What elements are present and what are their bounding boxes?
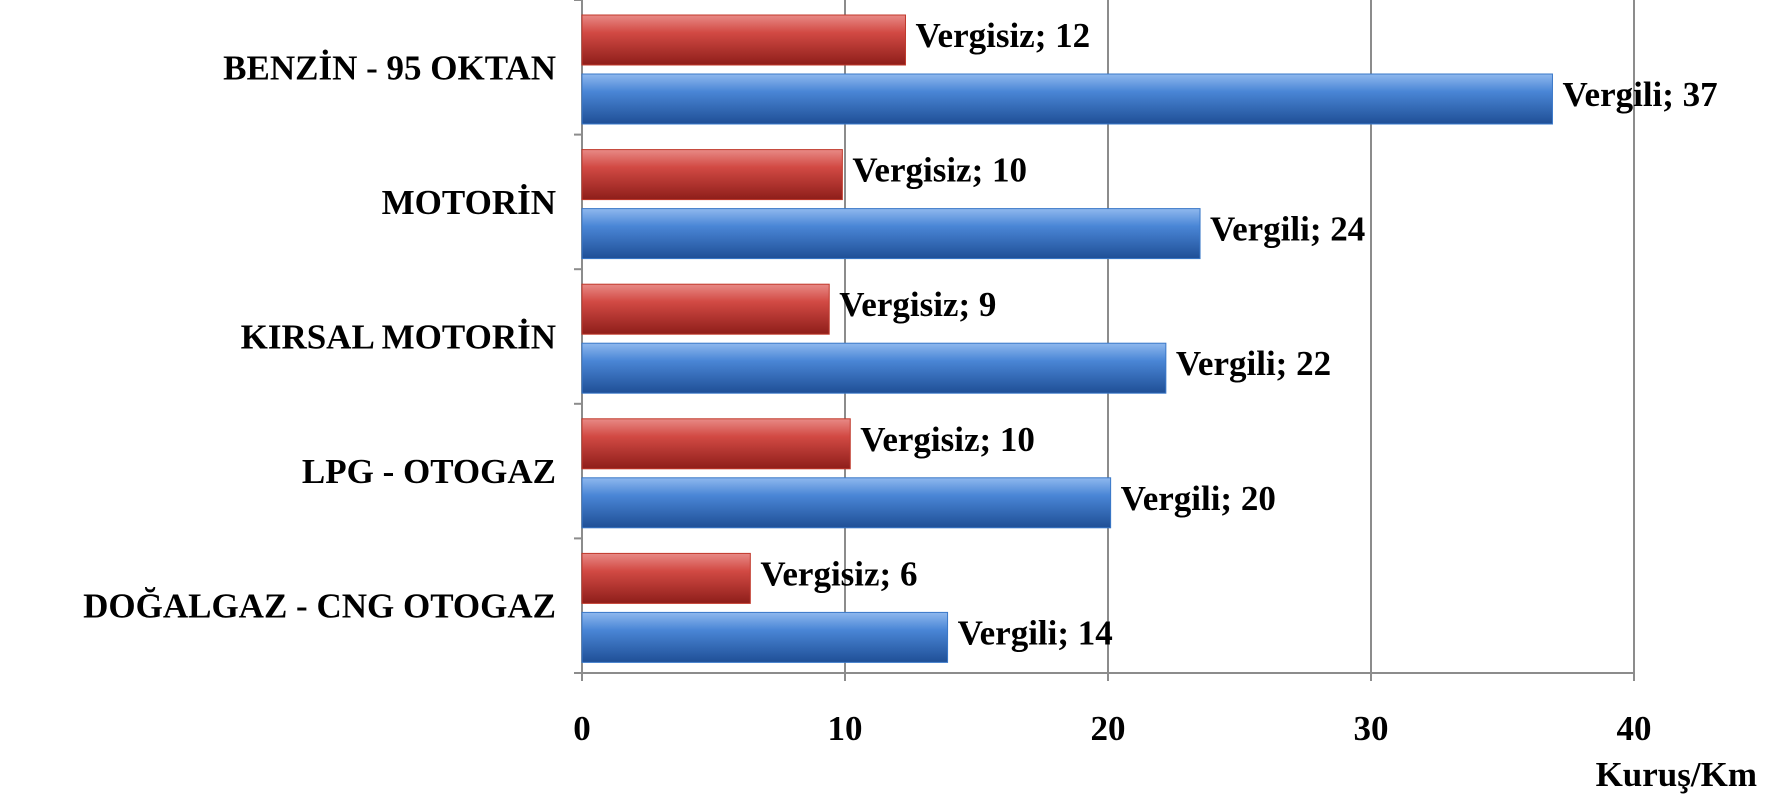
data-label: Vergili; 24: [1210, 210, 1365, 249]
data-label: Vergisiz; 9: [839, 285, 996, 324]
x-tick-label: 10: [828, 709, 863, 748]
y-tick-label: BENZİN - 95 OKTAN: [223, 48, 556, 87]
y-tick-label: MOTORİN: [382, 183, 556, 222]
x-axis-label: Kuruş/Km: [1596, 755, 1757, 794]
data-label: Vergili; 22: [1176, 344, 1331, 383]
data-label: Vergili; 20: [1121, 479, 1276, 518]
bar: [581, 477, 1112, 529]
y-tick-label: KIRSAL MOTORİN: [241, 318, 556, 357]
bar: [581, 552, 751, 604]
bar: [581, 73, 1553, 125]
x-tick-label: 30: [1354, 709, 1389, 748]
x-tick-label: 20: [1091, 709, 1126, 748]
bar: [581, 283, 830, 335]
bar: [581, 14, 906, 66]
bar: [581, 208, 1201, 260]
data-label: Vergisiz; 10: [852, 151, 1027, 190]
y-tick-label: DOĞALGAZ - CNG OTOGAZ: [83, 586, 556, 626]
x-tick-label: 0: [573, 709, 591, 748]
data-label: Vergisiz; 10: [860, 420, 1035, 459]
data-label: Vergili; 37: [1562, 75, 1717, 114]
bar: [581, 342, 1167, 394]
bar: [581, 149, 843, 201]
data-label: Vergisiz; 12: [915, 16, 1090, 55]
data-label: Vergisiz; 6: [760, 554, 917, 593]
bar: [581, 418, 851, 470]
bar: [581, 611, 949, 663]
x-tick-label: 40: [1617, 709, 1652, 748]
data-label: Vergili; 14: [958, 613, 1113, 652]
y-tick-label: LPG - OTOGAZ: [302, 452, 556, 491]
